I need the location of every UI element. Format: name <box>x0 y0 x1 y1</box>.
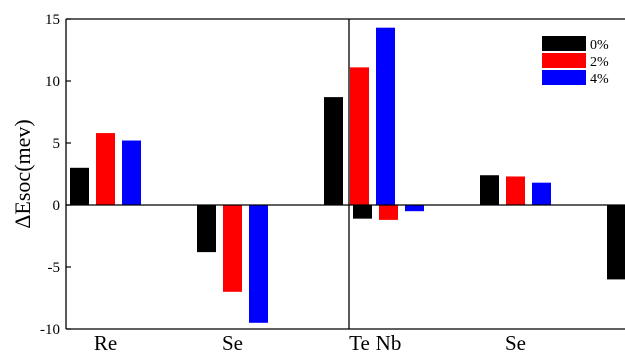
x-tick-label-re: Re <box>94 331 117 354</box>
bar-0-re-0pct <box>70 167 89 205</box>
bars-layer <box>70 27 625 323</box>
x-tick-label-se: Se <box>505 331 526 354</box>
bar-1-te-0pct <box>607 205 625 280</box>
legend: 0% 2% 4% <box>542 36 609 87</box>
legend-label-4pct: 4% <box>590 72 609 87</box>
legend-swatch-0pct <box>542 36 586 51</box>
bar-0-se-4pct <box>249 205 268 323</box>
bar-1-nb-4pct <box>405 205 424 212</box>
axes-frame <box>65 18 625 330</box>
legend-swatch-4pct <box>542 70 586 85</box>
legend-swatch-2pct <box>542 53 586 68</box>
legend-label-2pct: 2% <box>590 55 609 70</box>
bar-1-nb-0pct <box>353 205 372 219</box>
bar-1-se-4pct <box>532 182 551 205</box>
y-tick-label: 0 <box>53 198 61 214</box>
bar-0-se-0pct <box>197 205 216 253</box>
legend-label-0pct: 0% <box>590 38 609 53</box>
bar-0-re-4pct <box>122 140 141 205</box>
x-axis-category-labels: ReSeTeNbSeTe <box>94 331 526 354</box>
bar-0-te-0pct <box>324 97 343 205</box>
bar-0-te-4pct <box>376 27 395 206</box>
bar-1-nb-2pct <box>379 205 398 220</box>
bar-0-re-2pct <box>96 133 115 205</box>
x-tick-label-te: Te <box>349 331 370 354</box>
bar-1-se-2pct <box>506 176 525 205</box>
x-tick-label-nb: Nb <box>376 331 402 354</box>
y-tick-label: 15 <box>45 12 60 28</box>
bar-1-se-0pct <box>480 175 499 205</box>
y-axis-label: ΔEsoc(mev) <box>10 119 35 228</box>
y-axis-ticks: -10 -5 0 5 10 15 <box>40 12 71 338</box>
y-tick-label: 5 <box>53 136 61 152</box>
bar-0-te-2pct <box>350 67 369 205</box>
y-tick-label: -10 <box>40 322 60 338</box>
y-tick-label: -5 <box>48 260 61 276</box>
y-tick-label: 10 <box>45 74 60 90</box>
bar-0-se-2pct <box>223 205 242 292</box>
x-tick-label-se: Se <box>222 331 243 354</box>
